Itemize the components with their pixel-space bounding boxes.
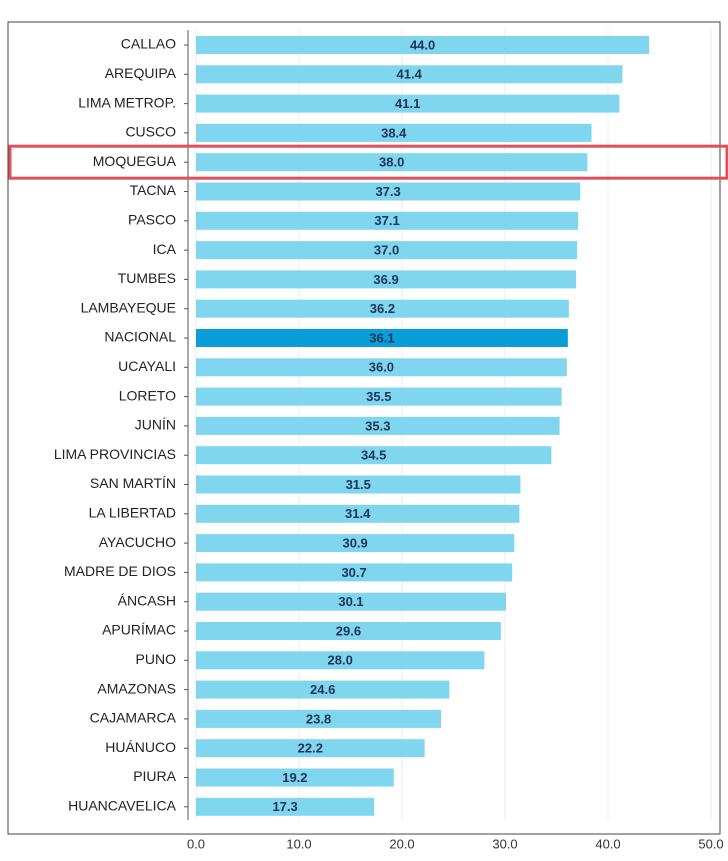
category-label: AMAZONAS — [97, 680, 176, 696]
value-label: 30.7 — [341, 565, 366, 580]
value-label: 34.5 — [361, 448, 386, 463]
category-label: CUSCO — [125, 124, 176, 140]
category-label: NACIONAL — [104, 329, 176, 345]
value-label: 37.0 — [374, 243, 399, 258]
value-label: 35.3 — [365, 418, 390, 433]
bar — [196, 299, 569, 318]
bar — [196, 270, 577, 289]
value-label: 31.5 — [346, 477, 371, 492]
value-label: 38.4 — [381, 125, 407, 140]
x-tick-label: 10.0 — [286, 836, 311, 851]
x-tick-label: 20.0 — [389, 836, 414, 851]
value-label: 24.6 — [310, 682, 335, 697]
category-label: AYACUCHO — [99, 534, 176, 550]
category-label: LA LIBERTAD — [89, 505, 176, 521]
x-tick-label: 30.0 — [492, 836, 517, 851]
value-label: 17.3 — [272, 799, 297, 814]
bar — [196, 446, 552, 465]
bar — [196, 768, 394, 787]
category-label: LIMA METROP. — [78, 94, 176, 110]
category-label: CALLAO — [121, 36, 176, 52]
value-label: 23.8 — [306, 711, 331, 726]
bar — [196, 739, 425, 758]
bar — [196, 504, 520, 523]
category-label: LIMA PROVINCIAS — [54, 446, 176, 462]
x-tick-label: 50.0 — [698, 836, 723, 851]
bar — [196, 94, 620, 113]
category-label: PIURA — [133, 768, 176, 784]
value-label: 19.2 — [282, 770, 307, 785]
bar — [196, 329, 568, 347]
value-label: 29.6 — [336, 623, 361, 638]
x-tick-label: 40.0 — [595, 836, 620, 851]
x-tick-label: 0.0 — [187, 836, 205, 851]
bar — [196, 416, 560, 435]
category-label: HUANCAVELICA — [68, 798, 177, 814]
category-label: APURÍMAC — [102, 622, 176, 638]
value-label: 36.1 — [369, 330, 394, 345]
bar — [196, 153, 588, 172]
category-label: PASCO — [128, 212, 176, 228]
value-label: 30.1 — [338, 594, 363, 609]
bar — [196, 65, 623, 84]
value-label: 41.4 — [397, 67, 423, 82]
bar — [196, 709, 442, 728]
value-label: 36.9 — [373, 272, 398, 287]
bar — [196, 211, 579, 230]
bar — [196, 387, 562, 406]
highlight-box — [8, 144, 728, 180]
category-label: UCAYALI — [118, 358, 176, 374]
bar — [196, 475, 521, 494]
bar — [196, 622, 501, 640]
value-label: 36.0 — [369, 360, 394, 375]
bar — [196, 651, 485, 670]
category-label: AREQUIPA — [105, 65, 177, 81]
bar — [196, 797, 375, 816]
category-label: LORETO — [119, 387, 176, 403]
category-label: ICA — [153, 241, 177, 257]
bar — [196, 563, 513, 582]
bar — [196, 241, 578, 260]
bar — [196, 534, 515, 553]
bar — [196, 358, 567, 377]
value-label: 30.9 — [342, 536, 367, 551]
value-label: 35.5 — [366, 389, 391, 404]
value-label: 41.1 — [395, 96, 420, 111]
frame — [7, 21, 721, 835]
bar — [196, 182, 581, 201]
bar — [196, 123, 592, 142]
value-label: 28.0 — [328, 653, 353, 668]
category-label: PUNO — [136, 651, 177, 667]
category-label: TACNA — [130, 182, 177, 198]
category-label: ÁNCASH — [118, 592, 176, 608]
category-label: TUMBES — [118, 270, 176, 286]
bar — [196, 592, 507, 611]
category-label: MOQUEGUA — [93, 153, 177, 169]
value-label: 38.0 — [379, 155, 404, 170]
category-label: MADRE DE DIOS — [64, 563, 176, 579]
value-label: 44.0 — [410, 37, 435, 52]
bar — [196, 680, 450, 699]
category-label: JUNÍN — [135, 417, 176, 433]
category-label: SAN MARTÍN — [90, 475, 176, 491]
bar — [196, 36, 650, 54]
category-label: CAJAMARCA — [90, 710, 177, 726]
value-label: 37.3 — [375, 184, 400, 199]
value-label: 37.1 — [374, 213, 399, 228]
value-label: 36.2 — [370, 301, 395, 316]
category-label: LAMBAYEQUE — [81, 299, 176, 315]
value-label: 31.4 — [345, 506, 371, 521]
value-label: 22.2 — [298, 741, 323, 756]
category-label: HUÁNUCO — [105, 739, 176, 755]
